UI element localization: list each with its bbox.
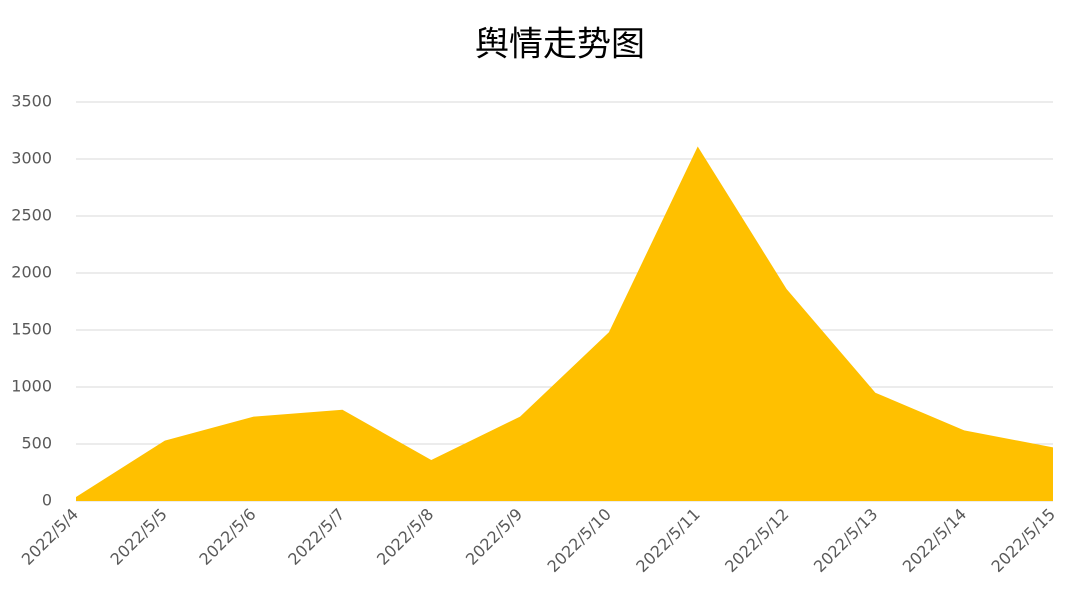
- x-tick-label: 2022/5/5: [107, 505, 171, 569]
- y-tick-label: 2000: [11, 263, 52, 282]
- x-tick-label: 2022/5/7: [284, 505, 348, 569]
- area: [76, 146, 1053, 501]
- x-tick-label: 2022/5/11: [632, 505, 703, 576]
- x-tick-label: 2022/5/13: [810, 505, 881, 576]
- x-tick-label: 2022/5/8: [373, 505, 437, 569]
- x-tick-label: 2022/5/12: [721, 505, 792, 576]
- y-tick-label: 500: [21, 434, 52, 453]
- y-tick-label: 1000: [11, 377, 52, 396]
- x-tick-label: 2022/5/6: [195, 505, 259, 569]
- y-tick-label: 0: [42, 491, 52, 510]
- y-tick-label: 2500: [11, 206, 52, 225]
- x-tick-label: 2022/5/14: [899, 505, 970, 576]
- x-tick-label: 2022/5/15: [988, 505, 1059, 576]
- chart-title: 舆情走势图: [475, 25, 645, 65]
- x-tick-label: 2022/5/9: [462, 505, 526, 569]
- x-tick-label: 2022/5/10: [543, 505, 614, 576]
- y-tick-label: 3500: [11, 92, 52, 111]
- y-tick-label: 3000: [11, 149, 52, 168]
- x-tick-label: 2022/5/4: [18, 505, 82, 569]
- y-tick-label: 1500: [11, 320, 52, 339]
